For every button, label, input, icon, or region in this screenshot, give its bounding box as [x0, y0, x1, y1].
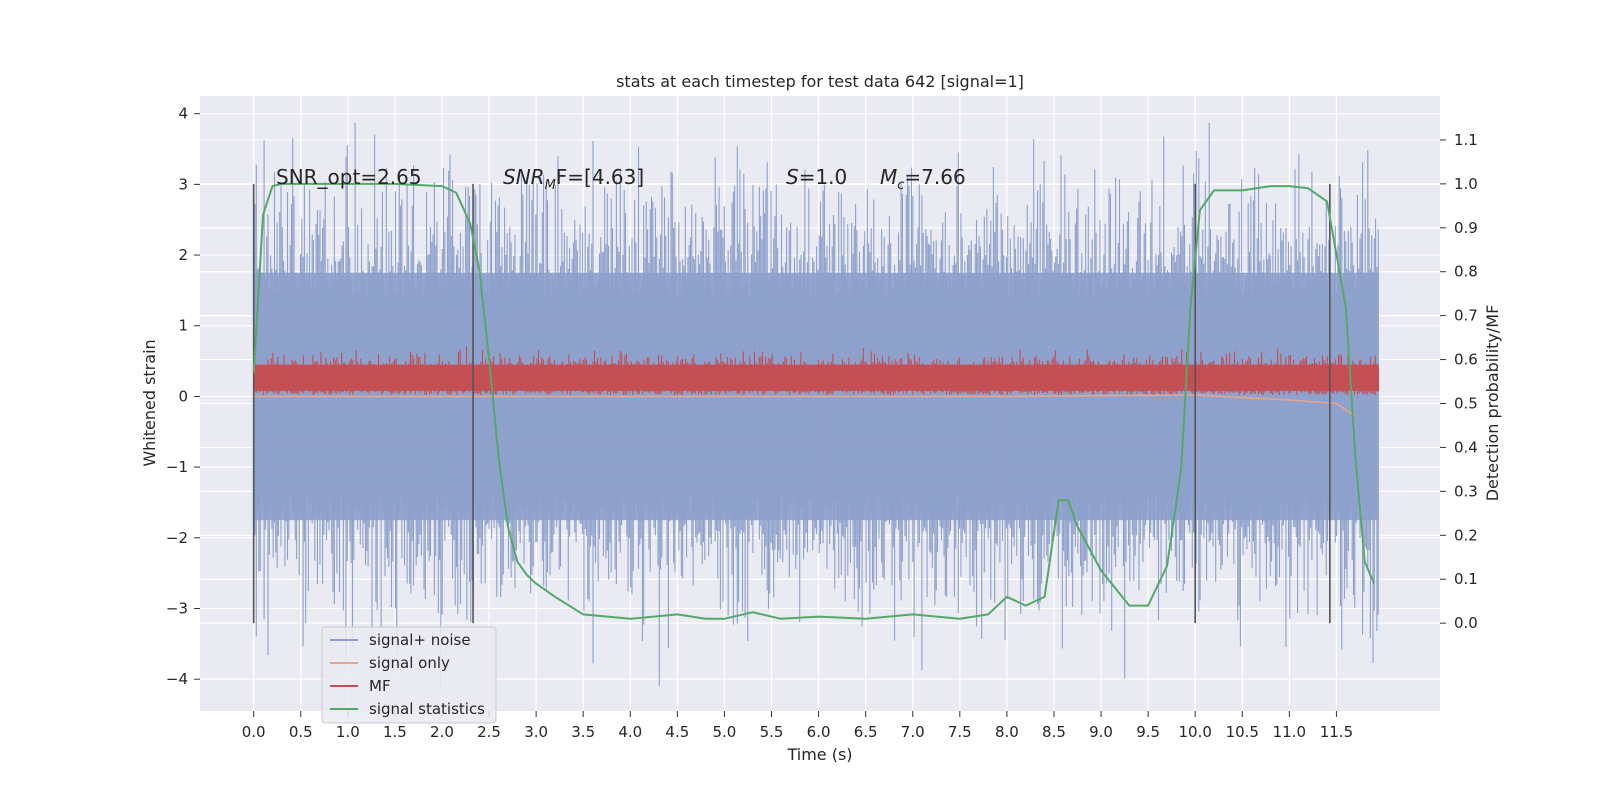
y-tick-label: −1 — [166, 458, 188, 476]
legend-label-signal-noise: signal+ noise — [369, 631, 471, 649]
x-tick-label: 6.0 — [807, 723, 831, 741]
right-y-tick-label: 0.8 — [1454, 263, 1478, 281]
x-tick-label: 8.0 — [995, 723, 1019, 741]
x-tick-label: 6.5 — [854, 723, 878, 741]
right-y-tick-label: 0.1 — [1454, 570, 1478, 588]
x-tick-label: 10.5 — [1226, 723, 1259, 741]
right-y-tick-label: 0.6 — [1454, 351, 1478, 369]
right-y-tick-label: 0.7 — [1454, 307, 1478, 325]
x-tick-label: 10.0 — [1178, 723, 1211, 741]
x-tick-label: 9.5 — [1136, 723, 1160, 741]
right-y-tick-label: 0.5 — [1454, 395, 1478, 413]
x-tick-label: 7.5 — [948, 723, 972, 741]
right-y-tick-label: 0.3 — [1454, 482, 1478, 500]
y-tick-label: −3 — [166, 600, 188, 618]
x-axis-label: Time (s) — [786, 745, 852, 764]
right-y-tick-label: 1.0 — [1454, 175, 1478, 193]
s-symbol: S — [786, 165, 799, 189]
x-tick-label: 4.0 — [618, 723, 642, 741]
x-tick-label: 11.0 — [1273, 723, 1306, 741]
legend-label-signal-only: signal only — [369, 654, 450, 672]
signal-statistics-line — [252, 182, 1376, 620]
x-tick-label: 3.0 — [524, 723, 548, 741]
y-axis-label: Whitened strain — [140, 339, 159, 466]
mc-symbol: M — [880, 165, 897, 189]
y-tick-label: 4 — [178, 105, 188, 123]
x-tick-label: 1.0 — [336, 723, 360, 741]
x-tick-label: 11.5 — [1320, 723, 1353, 741]
snr-mf-prefix: SNR — [503, 165, 545, 189]
x-tick-label: 9.0 — [1089, 723, 1113, 741]
snr-mf-subscript: M — [545, 178, 556, 193]
mc-value: =7.66 — [904, 165, 965, 189]
right-y-tick-label: 1.1 — [1454, 131, 1478, 149]
x-tick-label: 7.0 — [901, 723, 925, 741]
legend-label-signal-statistics: signal statistics — [369, 700, 485, 718]
x-tick-label: 1.5 — [383, 723, 407, 741]
snr-mf-annotation: SNRMF=[4.63] — [503, 165, 644, 193]
mc-subscript: c — [897, 178, 904, 193]
x-tick-label: 0.0 — [242, 723, 266, 741]
y-tick-label: −2 — [166, 529, 188, 547]
right-y-tick-label: 0.2 — [1454, 526, 1478, 544]
y-tick-label: −4 — [166, 670, 188, 688]
y-tick-label: 1 — [178, 317, 188, 335]
s-value: =1.0 — [799, 165, 848, 189]
y-tick-label: 0 — [178, 387, 188, 405]
x-tick-label: 4.5 — [665, 723, 689, 741]
y-tick-label: 3 — [178, 175, 188, 193]
right-y-axis-label: Detection probability/MF — [1483, 305, 1502, 502]
signal-statistics-series — [252, 182, 1376, 620]
legend: signal+ noise signal only MF signal stat… — [321, 626, 497, 724]
right-y-tick-label: 0.9 — [1454, 219, 1478, 237]
snr-mf-value: F=[4.63] — [556, 165, 644, 189]
snr-opt-annotation: SNR_opt=2.65 — [276, 165, 422, 189]
chart-title: stats at each timestep for test data 642… — [616, 72, 1024, 91]
right-y-tick-label: 0.4 — [1454, 438, 1478, 456]
right-y-tick-label: 0.0 — [1454, 614, 1478, 632]
x-tick-label: 2.0 — [430, 723, 454, 741]
legend-box — [321, 626, 497, 724]
s-annotation: S=1.0 — [786, 165, 847, 189]
right-y-axis-ticks: 1.1 1.0 0.9 0.8 0.7 0.6 0.5 0.4 0.3 0.2 0.1 0.0 — [1440, 131, 1478, 632]
y-axis-ticks: 4 3 2 1 0 −1 −2 −3 −4 — [166, 105, 200, 688]
x-tick-label: 5.0 — [713, 723, 737, 741]
x-tick-label: 5.5 — [760, 723, 784, 741]
x-tick-label: 8.5 — [1042, 723, 1066, 741]
legend-label-mf: MF — [369, 677, 391, 695]
x-tick-label: 2.5 — [477, 723, 501, 741]
mc-annotation: Mc=7.66 — [880, 165, 966, 193]
y-tick-label: 2 — [178, 246, 188, 264]
x-tick-label: 0.5 — [289, 723, 313, 741]
x-axis-ticks: 0.0 0.5 1.0 1.5 2.0 2.5 3.0 3.5 4.0 4.5 5.0 5.5 6.0 6… — [242, 711, 1353, 741]
x-tick-label: 3.5 — [571, 723, 595, 741]
